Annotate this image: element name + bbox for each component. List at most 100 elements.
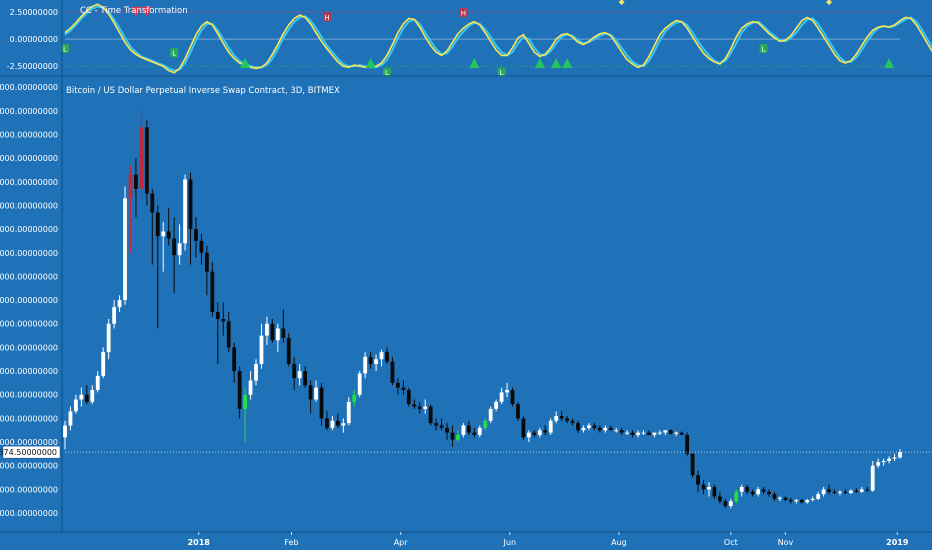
candle-body — [477, 427, 482, 435]
candle — [445, 423, 449, 440]
candle — [183, 174, 187, 251]
candle — [799, 498, 804, 504]
price-y-tick-label: 11000.00000000 — [0, 320, 58, 329]
candle — [881, 458, 886, 466]
price-y-tick-label: 14000.00000000 — [0, 249, 58, 258]
indicator-low-label: L — [500, 69, 504, 77]
candle — [166, 207, 171, 246]
candle — [587, 423, 591, 431]
candle — [237, 366, 242, 419]
candle — [554, 411, 559, 424]
candle-body — [325, 418, 329, 428]
indicator-low-label: L — [172, 50, 176, 58]
candle-body — [707, 487, 711, 490]
candle — [788, 497, 793, 504]
candle-body — [516, 404, 520, 419]
candle-body — [390, 361, 395, 383]
candle-body — [576, 423, 580, 431]
candle-body — [510, 390, 515, 405]
candle-body — [832, 491, 837, 493]
x-axis-tick-label: Feb — [284, 538, 298, 547]
candle — [63, 420, 67, 450]
candle-body — [859, 489, 864, 492]
candle-body — [805, 500, 810, 503]
candle-body — [554, 416, 559, 421]
candle — [412, 399, 417, 409]
candle-body — [701, 484, 706, 490]
price-y-tick-label: 21000.00000000 — [0, 83, 58, 92]
candle — [636, 430, 640, 438]
indicator-signal-up-arrow — [240, 58, 251, 69]
candle — [865, 487, 870, 492]
candle — [177, 224, 182, 265]
candle — [652, 432, 657, 438]
candle-body — [619, 430, 624, 433]
candle — [319, 382, 324, 426]
candle-body — [84, 394, 89, 402]
candle-body — [723, 501, 728, 506]
indicator-high-badge — [322, 12, 331, 22]
indicator-low-badge — [170, 48, 179, 58]
candle — [406, 387, 411, 407]
candle — [565, 416, 570, 424]
x-axis: 2018FebAprJunAugOctNov2019FebApr — [188, 532, 909, 547]
candle-body — [63, 425, 67, 438]
candle-body — [106, 323, 111, 353]
candle-body — [636, 432, 640, 435]
candle — [90, 385, 95, 405]
candle-body — [717, 496, 722, 502]
candle — [783, 496, 788, 502]
candle-body — [439, 425, 444, 428]
indicator-signal-down-arrow — [130, 6, 141, 17]
candle-body — [112, 307, 117, 324]
candle — [576, 420, 580, 433]
candle-body — [330, 420, 335, 428]
candle — [232, 342, 237, 383]
price-y-tick-label: 12000.00000000 — [0, 296, 58, 305]
candle-body — [565, 418, 570, 421]
candle-body — [810, 498, 815, 501]
indicator-low-badge — [759, 43, 768, 53]
candle-body — [657, 432, 662, 434]
candle-body — [368, 356, 373, 364]
candle-body — [128, 174, 133, 199]
candle — [543, 425, 548, 435]
candle-body — [155, 212, 160, 237]
candle-body — [881, 461, 886, 463]
candle — [761, 487, 766, 495]
candle — [456, 430, 460, 443]
candle-body — [221, 319, 226, 322]
indicator-low-label: L — [762, 45, 766, 53]
candle — [330, 416, 335, 431]
candle-body — [641, 432, 646, 434]
candle — [270, 319, 275, 343]
candle — [488, 406, 493, 424]
candle — [674, 431, 679, 437]
candle — [379, 349, 384, 367]
x-axis-tick-label: 2018 — [188, 538, 211, 547]
candle — [395, 378, 400, 395]
candle-body — [827, 489, 831, 492]
candle — [112, 300, 117, 329]
candle-body — [494, 401, 499, 409]
candle-body — [374, 359, 378, 364]
candle — [74, 394, 78, 414]
price-y-tick-label: 13000.00000000 — [0, 272, 58, 281]
x-axis-tick-label: Jun — [503, 538, 517, 547]
candle — [161, 221, 166, 272]
indicator-lines — [64, 3, 932, 74]
candle — [385, 347, 389, 364]
candle — [477, 425, 482, 438]
candle-body — [183, 179, 187, 244]
price-y-axis: 21000.00000000 20000.00000000 19000.000000… — [0, 83, 58, 518]
indicator-reference-lines — [65, 11, 900, 67]
candle — [368, 352, 373, 369]
candle-body — [887, 458, 891, 462]
candle — [450, 425, 455, 447]
candle-body — [123, 198, 127, 301]
candle-body — [767, 491, 771, 495]
candle-body — [401, 387, 406, 391]
